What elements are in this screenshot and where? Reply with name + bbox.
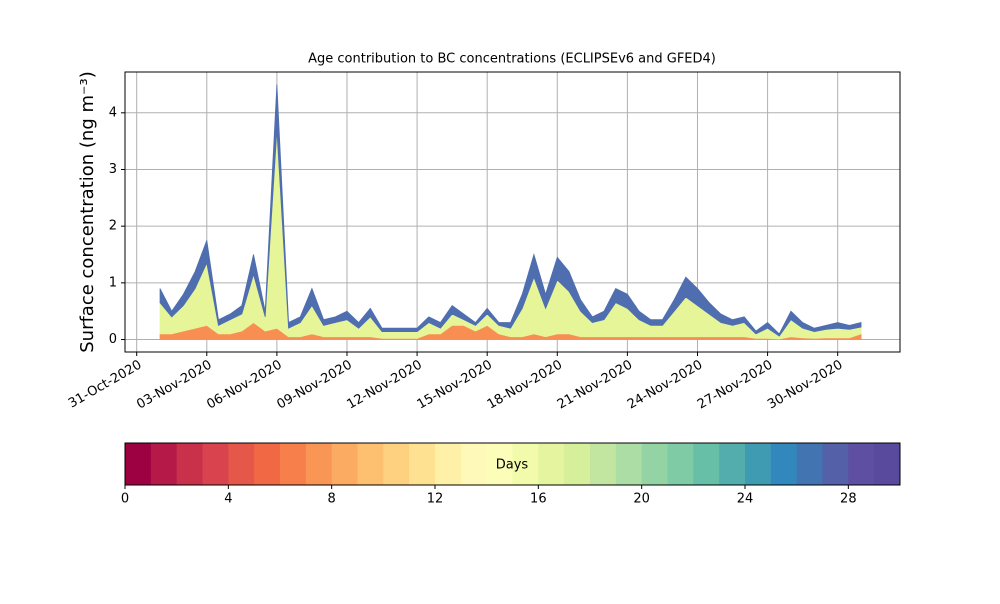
colorbar-tick-label: 28 bbox=[840, 492, 857, 507]
colorbar-cell bbox=[745, 443, 772, 485]
colorbar-cell bbox=[590, 443, 617, 485]
plot-frame bbox=[124, 71, 901, 353]
x-tick-label: 09-Nov-2020 bbox=[274, 358, 354, 413]
colorbar-tick-label: 12 bbox=[427, 492, 444, 507]
colorbar-cell bbox=[280, 443, 307, 485]
colorbar-cell bbox=[357, 443, 384, 485]
colorbar-cell bbox=[125, 443, 152, 485]
colorbar-cell bbox=[228, 443, 255, 485]
colorbar-tick-label: 8 bbox=[328, 492, 336, 507]
x-tick-label: 21-Nov-2020 bbox=[555, 358, 635, 413]
colorbar-cell bbox=[538, 443, 565, 485]
colorbar-cell bbox=[874, 443, 901, 485]
x-tick-label: 06-Nov-2020 bbox=[204, 358, 284, 413]
x-tick-label: 27-Nov-2020 bbox=[695, 358, 775, 413]
colorbar-tick-label: 0 bbox=[121, 492, 129, 507]
x-tick-label: 30-Nov-2020 bbox=[765, 358, 845, 413]
colorbar-cell bbox=[176, 443, 203, 485]
colorbar-cell bbox=[770, 443, 798, 485]
x-tick-label: 31-Oct-2020 bbox=[66, 358, 144, 412]
colorbar-cell bbox=[564, 443, 591, 485]
colorbar-cell bbox=[719, 443, 746, 485]
colorbar-cell bbox=[460, 443, 488, 485]
colorbar-cell bbox=[693, 443, 720, 485]
colorbar-cell bbox=[150, 443, 178, 485]
colorbar-cell bbox=[796, 443, 823, 485]
colorbar-cell bbox=[383, 443, 410, 485]
y-axis-label: Surface concentration (ng m⁻³) bbox=[77, 71, 98, 353]
colorbar-cell bbox=[848, 443, 875, 485]
colorbar-cell bbox=[486, 443, 513, 485]
colorbar-tick-label: 20 bbox=[633, 492, 650, 507]
colorbar-cell bbox=[641, 443, 668, 485]
stack-area bbox=[159, 84, 862, 337]
colorbar-cell bbox=[409, 443, 436, 485]
colorbar-tick-label: 24 bbox=[737, 492, 754, 507]
colorbar-cell bbox=[822, 443, 849, 485]
y-tick-label: 4 bbox=[109, 105, 117, 120]
colorbar-frame bbox=[124, 442, 901, 486]
x-tick-label: 12-Nov-2020 bbox=[345, 358, 425, 413]
colorbar-cell bbox=[202, 443, 229, 485]
colorbar-cell bbox=[615, 443, 643, 485]
colorbar-tick-label: 4 bbox=[224, 492, 232, 507]
chart-title: Age contribution to BC concentrations (E… bbox=[308, 52, 716, 67]
colorbar-label: Days bbox=[496, 458, 529, 473]
y-tick-label: 3 bbox=[109, 162, 117, 177]
colorbar-cell bbox=[254, 443, 281, 485]
x-tick-label: 18-Nov-2020 bbox=[485, 358, 565, 413]
colorbar-cell bbox=[512, 443, 539, 485]
colorbar-tick-label: 16 bbox=[530, 492, 547, 507]
y-tick-label: 1 bbox=[109, 275, 117, 290]
colorbar-cell bbox=[331, 443, 358, 485]
x-tick-label: 24-Nov-2020 bbox=[625, 358, 705, 413]
y-tick-label: 2 bbox=[109, 219, 117, 234]
colorbar-cell bbox=[435, 443, 462, 485]
colorbar-cell bbox=[305, 443, 333, 485]
x-tick-label: 15-Nov-2020 bbox=[415, 358, 495, 413]
colorbar-cell bbox=[667, 443, 694, 485]
y-tick-label: 0 bbox=[109, 332, 117, 347]
x-tick-label: 03-Nov-2020 bbox=[134, 358, 214, 413]
